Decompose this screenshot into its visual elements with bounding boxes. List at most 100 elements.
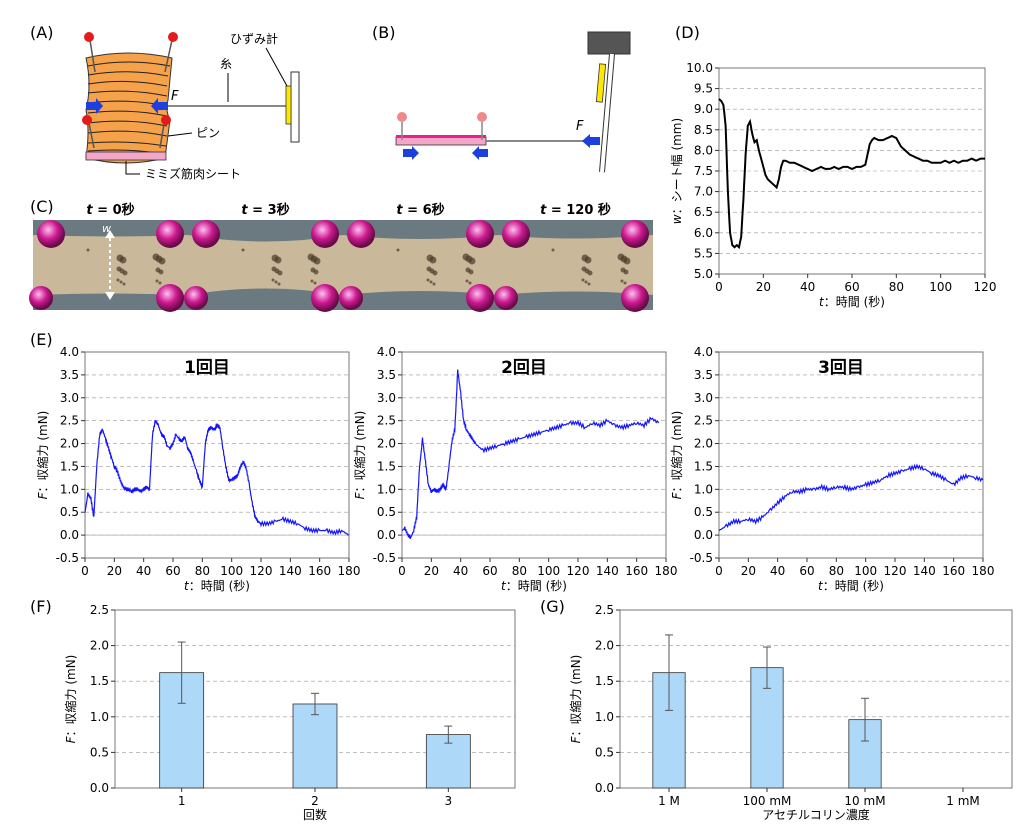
y-tick-label: 1.0 (377, 482, 396, 496)
y-tick-label: 8.0 (694, 143, 713, 157)
tissue-speck (620, 267, 626, 273)
y-tick-label: 1.0 (595, 710, 614, 724)
x-tick-label: 40 (800, 280, 815, 294)
y-tick-label: 2.5 (694, 414, 713, 428)
time-value: 120 秒 (566, 202, 611, 218)
series-line (718, 98, 985, 250)
x-tick-label: 0 (715, 564, 723, 578)
magnet-pin-icon (311, 284, 339, 312)
x-tick-label: 160 (625, 564, 648, 578)
x-tick-label: 160 (308, 564, 331, 578)
magnet-pin-icon (339, 286, 363, 310)
x-tick-label: 180 (972, 564, 995, 578)
y-tick-label: 0.0 (377, 528, 396, 542)
magnet-pin-icon (466, 284, 494, 312)
tissue-speck (310, 279, 314, 283)
tissue-speck (429, 280, 433, 284)
gauge-label: ひずみ計 (230, 31, 278, 46)
x-axis-label: アセチルコリン濃度 (762, 807, 870, 822)
y-tick-label: 1.5 (694, 459, 713, 473)
y-tick-label: 1.0 (90, 710, 109, 724)
y-tick-label: 4.0 (694, 345, 713, 359)
x-tick-label: 0 (81, 564, 89, 578)
tissue-speck (116, 254, 124, 262)
tissue-speck (426, 278, 430, 282)
y-axis-label-text: ：シート幅 (mm) (669, 118, 684, 215)
tissue-speck (426, 266, 432, 272)
y-tick-label: 3.5 (377, 368, 396, 382)
gauge-sensor-b (595, 63, 607, 103)
y-tick-label: 3.5 (694, 368, 713, 382)
magnet-pin-icon (502, 220, 530, 248)
y-tick-label: 2.5 (60, 414, 79, 428)
y-tick-label: 6.5 (694, 205, 713, 219)
force-arrow-b-left-icon (582, 134, 600, 148)
x-tick-label: 120 (250, 564, 273, 578)
x-tick-label: 100 (929, 280, 952, 294)
photo-frame (184, 220, 343, 312)
y-tick-label: 3.5 (60, 368, 79, 382)
magnet-pin-icon (184, 286, 208, 310)
y-axis-label: F：収縮力 (mN) (63, 655, 78, 744)
tissue-speck (116, 278, 120, 282)
x-tick-label: 1 (178, 794, 186, 808)
y-tick-label: -0.5 (690, 551, 713, 565)
panel-label-e: (E) (30, 330, 53, 349)
y-axis-label-text: ：収縮力 (mN) (35, 411, 50, 493)
chart-title: 3回目 (818, 358, 864, 378)
panel-label-d: (D) (675, 23, 700, 42)
photo-time-label: t = 6秒 (396, 202, 444, 218)
y-tick-label: 1.5 (90, 674, 109, 688)
tissue-speck (122, 282, 126, 286)
time-var: t (241, 203, 248, 218)
tissue-speck (119, 280, 123, 284)
y-tick-label: 2.5 (90, 603, 109, 617)
panel-label-a: (A) (30, 23, 53, 42)
tissue-speck (313, 281, 317, 285)
y-tick-label: 0.5 (377, 505, 396, 519)
photo-time-label: t = 120 秒 (540, 202, 611, 218)
pin-head-icon (168, 32, 178, 42)
x-axis-label-text: ：時間 (秒) (824, 295, 885, 309)
pin-head-icon (397, 112, 407, 122)
tissue-speck (116, 266, 122, 272)
tissue-speck (277, 282, 281, 286)
time-var: t (86, 203, 93, 218)
y-tick-label: -0.5 (373, 551, 396, 565)
tissue-speck (307, 253, 315, 261)
x-tick-label: 140 (596, 564, 619, 578)
y-axis-label-text: ：収縮力 (mN) (63, 655, 78, 737)
y-tick-label: 5.0 (694, 267, 713, 281)
y-axis-label-var: F (36, 491, 50, 499)
plot-frame (718, 351, 984, 559)
x-tick-label: 80 (889, 280, 904, 294)
x-tick-label: 80 (512, 564, 527, 578)
pin-head-icon (82, 115, 92, 125)
tissue-speck (468, 281, 472, 285)
x-tick-label: 20 (107, 564, 122, 578)
chart-g-force-by-concentration: 0.0 0.5 1.0 1.5 2.0 2.5 1 M 100 mM 10 mM 1 mM アセチル… (568, 603, 1013, 822)
y-tick-label: 8.5 (694, 123, 713, 137)
y-tick-label: 4.0 (377, 345, 396, 359)
y-axis-label-var: w (670, 214, 684, 224)
y-axis-label: F：収縮力 (mN) (568, 655, 583, 744)
time-var: t (396, 203, 403, 218)
tissue-speck (271, 266, 277, 272)
tissue-speck (86, 248, 90, 252)
x-axis-label: t：時間 (秒) (501, 579, 567, 593)
force-arrow-right-icon (86, 98, 103, 114)
x-axis-label-text: ：時間 (秒) (506, 579, 567, 593)
y-tick-label: 6.0 (694, 226, 713, 240)
x-axis-label-text: ：時間 (秒) (189, 579, 250, 593)
x-tick-label: 0 (715, 280, 723, 294)
time-eq: = (403, 203, 423, 218)
chart-title: 1回目 (184, 358, 230, 378)
photo-frame (494, 220, 653, 312)
pin-label: ピン (196, 126, 220, 140)
y-axis-label: F：収縮力 (mN) (35, 411, 50, 500)
panel-c-photos: t = 0秒 t = 3秒 t = 6秒 t = 120 秒w (29, 202, 653, 312)
x-tick-label: 180 (338, 564, 361, 578)
muscle-tissue-image (188, 235, 343, 295)
panel-b-diagram: F (395, 31, 631, 173)
x-tick-label: 160 (942, 564, 965, 578)
